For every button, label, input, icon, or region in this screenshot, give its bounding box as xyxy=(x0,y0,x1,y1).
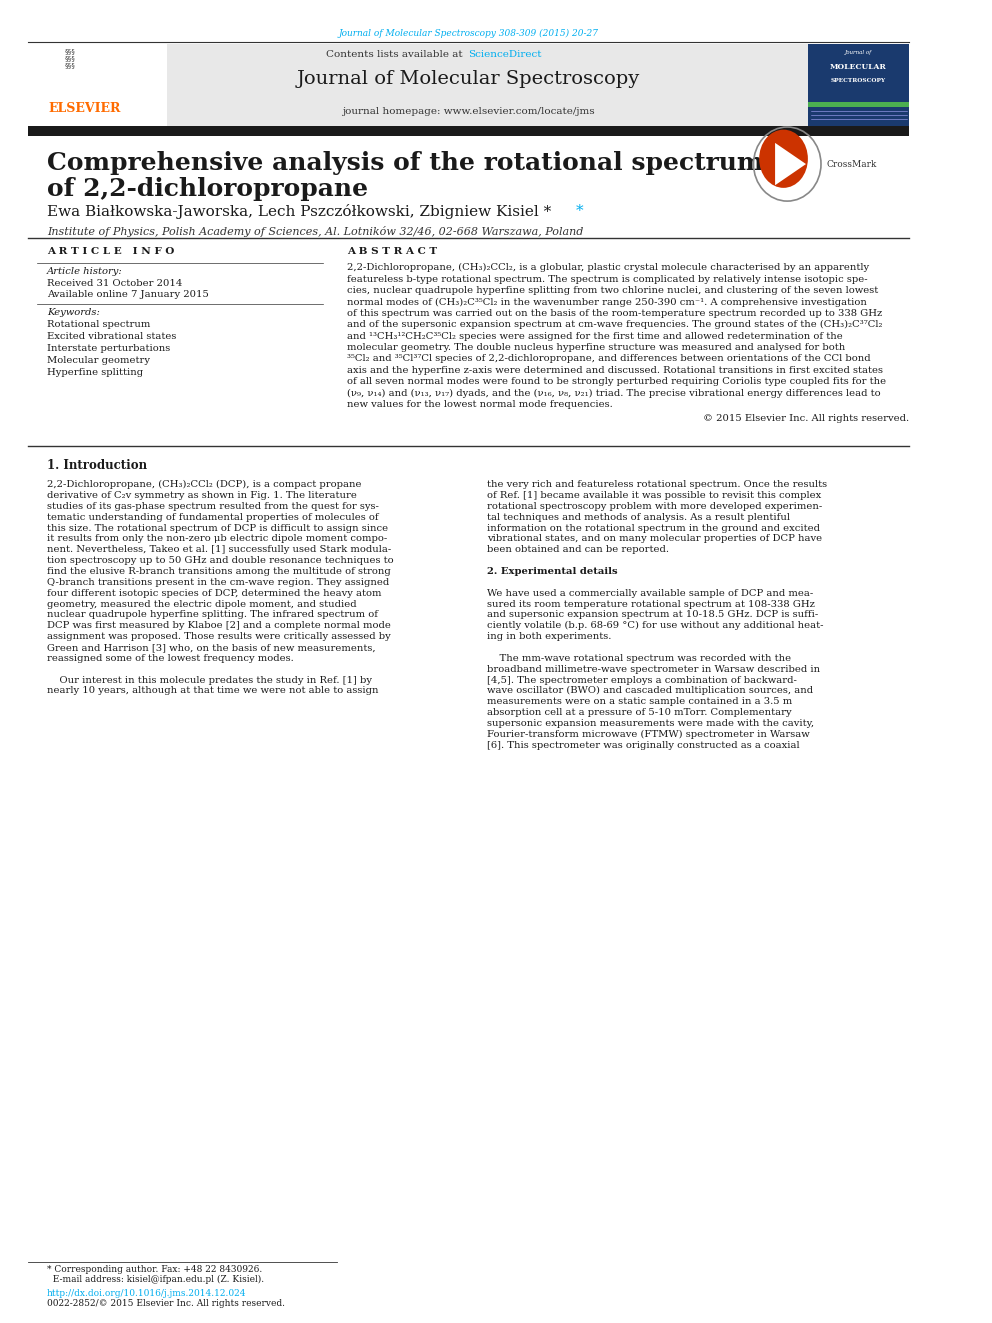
Text: Our interest in this molecule predates the study in Ref. [1] by: Our interest in this molecule predates t… xyxy=(47,676,372,684)
Text: vibrational states, and on many molecular properties of DCP have: vibrational states, and on many molecula… xyxy=(487,534,822,544)
Text: We have used a commercially available sample of DCP and mea-: We have used a commercially available sa… xyxy=(487,589,813,598)
Text: A R T I C L E   I N F O: A R T I C L E I N F O xyxy=(47,247,175,257)
Text: normal modes of (CH₃)₂C³⁵Cl₂ in the wavenumber range 250-390 cm⁻¹. A comprehensi: normal modes of (CH₃)₂C³⁵Cl₂ in the wave… xyxy=(347,298,867,307)
Text: four different isotopic species of DCP, determined the heavy atom: four different isotopic species of DCP, … xyxy=(47,589,381,598)
Ellipse shape xyxy=(759,130,807,188)
Text: 1. Introduction: 1. Introduction xyxy=(47,459,147,472)
Text: Excited vibrational states: Excited vibrational states xyxy=(47,332,177,341)
Text: Journal of Molecular Spectroscopy: Journal of Molecular Spectroscopy xyxy=(297,70,640,89)
Text: [6]. This spectrometer was originally constructed as a coaxial: [6]. This spectrometer was originally co… xyxy=(487,741,800,750)
Text: Article history:: Article history: xyxy=(47,267,123,277)
Text: [4,5]. The spectrometer employs a combination of backward-: [4,5]. The spectrometer employs a combin… xyxy=(487,676,798,684)
Text: Received 31 October 2014: Received 31 October 2014 xyxy=(47,279,183,288)
Text: of Ref. [1] became available it was possible to revisit this complex: of Ref. [1] became available it was poss… xyxy=(487,491,821,500)
Text: wave oscillator (BWO) and cascaded multiplication sources, and: wave oscillator (BWO) and cascaded multi… xyxy=(487,687,813,696)
Text: absorption cell at a pressure of 5-10 mTorr. Complementary: absorption cell at a pressure of 5-10 mT… xyxy=(487,708,792,717)
Text: Journal of: Journal of xyxy=(845,50,872,56)
Text: Rotational spectrum: Rotational spectrum xyxy=(47,320,150,329)
Text: derivative of C₂v symmetry as shown in Fig. 1. The literature: derivative of C₂v symmetry as shown in F… xyxy=(47,491,357,500)
Polygon shape xyxy=(775,143,806,185)
Text: and of the supersonic expansion spectrum at cm-wave frequencies. The ground stat: and of the supersonic expansion spectrum… xyxy=(347,320,882,329)
Text: Institute of Physics, Polish Academy of Sciences, Al. Lotników 32/46, 02-668 War: Institute of Physics, Polish Academy of … xyxy=(47,226,583,237)
Text: (ν₉, ν₁₄) and (ν₁₃, ν₁₇) dyads, and the (ν₁₆, ν₈, ν₂₁) triad. The precise vibrat: (ν₉, ν₁₄) and (ν₁₃, ν₁₇) dyads, and the … xyxy=(347,389,880,397)
Text: and ¹³CH₃¹²CH₂C³⁵Cl₂ species were assigned for the first time and allowed redete: and ¹³CH₃¹²CH₂C³⁵Cl₂ species were assign… xyxy=(347,332,842,340)
Text: MOLECULAR: MOLECULAR xyxy=(830,64,887,71)
Text: Ewa Białkowska-Jaworska, Lech Pszczółkowski, Zbigniew Kisiel *: Ewa Białkowska-Jaworska, Lech Pszczółkow… xyxy=(47,204,552,218)
Text: Molecular geometry: Molecular geometry xyxy=(47,356,150,365)
Text: supersonic expansion measurements were made with the cavity,: supersonic expansion measurements were m… xyxy=(487,718,814,728)
Text: sured its room temperature rotational spectrum at 108-338 GHz: sured its room temperature rotational sp… xyxy=(487,599,815,609)
Text: it results from only the non-zero μb electric dipole moment compo-: it results from only the non-zero μb ele… xyxy=(47,534,387,544)
Text: *: * xyxy=(575,204,583,218)
Text: http://dx.doi.org/10.1016/j.jms.2014.12.024: http://dx.doi.org/10.1016/j.jms.2014.12.… xyxy=(47,1289,246,1298)
Text: © 2015 Elsevier Inc. All rights reserved.: © 2015 Elsevier Inc. All rights reserved… xyxy=(703,414,909,423)
FancyBboxPatch shape xyxy=(807,102,909,107)
Text: A B S T R A C T: A B S T R A C T xyxy=(347,247,436,257)
Text: reassigned some of the lowest frequency modes.: reassigned some of the lowest frequency … xyxy=(47,654,294,663)
FancyBboxPatch shape xyxy=(28,44,909,126)
Text: featureless b-type rotational spectrum. The spectrum is complicated by relativel: featureless b-type rotational spectrum. … xyxy=(347,275,867,283)
Text: 0022-2852/© 2015 Elsevier Inc. All rights reserved.: 0022-2852/© 2015 Elsevier Inc. All right… xyxy=(47,1299,285,1308)
Text: Fourier-transform microwave (FTMW) spectrometer in Warsaw: Fourier-transform microwave (FTMW) spect… xyxy=(487,730,810,738)
Text: nearly 10 years, although at that time we were not able to assign: nearly 10 years, although at that time w… xyxy=(47,687,378,696)
Text: nent. Nevertheless, Takeo et al. [1] successfully used Stark modula-: nent. Nevertheless, Takeo et al. [1] suc… xyxy=(47,545,391,554)
Text: assignment was proposed. Those results were critically assessed by: assignment was proposed. Those results w… xyxy=(47,632,391,642)
Text: of 2,2-dichloropropane: of 2,2-dichloropropane xyxy=(47,177,368,201)
FancyBboxPatch shape xyxy=(28,126,909,136)
Text: geometry, measured the electric dipole moment, and studied: geometry, measured the electric dipole m… xyxy=(47,599,356,609)
Text: E-mail address: kisiel@ifpan.edu.pl (Z. Kisiel).: E-mail address: kisiel@ifpan.edu.pl (Z. … xyxy=(47,1275,264,1285)
Text: of this spectrum was carried out on the basis of the room-temperature spectrum r: of this spectrum was carried out on the … xyxy=(347,308,882,318)
Text: Interstate perturbations: Interstate perturbations xyxy=(47,344,170,353)
Text: * Corresponding author. Fax: +48 22 8430926.: * Corresponding author. Fax: +48 22 8430… xyxy=(47,1265,262,1274)
Text: studies of its gas-phase spectrum resulted from the quest for sys-: studies of its gas-phase spectrum result… xyxy=(47,501,379,511)
Text: tal techniques and methods of analysis. As a result plentiful: tal techniques and methods of analysis. … xyxy=(487,513,791,521)
Text: information on the rotational spectrum in the ground and excited: information on the rotational spectrum i… xyxy=(487,524,820,533)
Text: journal homepage: www.elsevier.com/locate/jms: journal homepage: www.elsevier.com/locat… xyxy=(342,107,595,115)
Text: Hyperfine splitting: Hyperfine splitting xyxy=(47,368,143,377)
FancyBboxPatch shape xyxy=(28,44,167,126)
Text: rotational spectroscopy problem with more developed experimen-: rotational spectroscopy problem with mor… xyxy=(487,501,822,511)
Text: this size. The rotational spectrum of DCP is difficult to assign since: this size. The rotational spectrum of DC… xyxy=(47,524,388,533)
Text: find the elusive R-branch transitions among the multitude of strong: find the elusive R-branch transitions am… xyxy=(47,568,391,576)
Text: tion spectroscopy up to 50 GHz and double resonance techniques to: tion spectroscopy up to 50 GHz and doubl… xyxy=(47,556,394,565)
Text: broadband millimetre-wave spectrometer in Warsaw described in: broadband millimetre-wave spectrometer i… xyxy=(487,664,820,673)
Text: ing in both experiments.: ing in both experiments. xyxy=(487,632,612,642)
Text: SPECTROSCOPY: SPECTROSCOPY xyxy=(831,78,886,83)
Text: Contents lists available at: Contents lists available at xyxy=(326,50,466,58)
Text: been obtained and can be reported.: been obtained and can be reported. xyxy=(487,545,670,554)
Text: 2. Experimental details: 2. Experimental details xyxy=(487,568,618,576)
Text: Green and Harrison [3] who, on the basis of new measurements,: Green and Harrison [3] who, on the basis… xyxy=(47,643,376,652)
Text: ScienceDirect: ScienceDirect xyxy=(468,50,542,58)
Text: Journal of Molecular Spectroscopy 308-309 (2015) 20-27: Journal of Molecular Spectroscopy 308-30… xyxy=(338,29,598,38)
Text: ³⁵Cl₂ and ³⁵Cl³⁷Cl species of 2,2-dichloropropane, and differences between orien: ³⁵Cl₂ and ³⁵Cl³⁷Cl species of 2,2-dichlo… xyxy=(347,355,870,364)
Text: Available online 7 January 2015: Available online 7 January 2015 xyxy=(47,290,208,299)
FancyBboxPatch shape xyxy=(807,44,909,126)
Text: §§§
§§§
§§§: §§§ §§§ §§§ xyxy=(64,48,75,69)
Text: Keywords:: Keywords: xyxy=(47,308,100,318)
Text: Comprehensive analysis of the rotational spectrum: Comprehensive analysis of the rotational… xyxy=(47,151,763,175)
Text: DCP was first measured by Klaboe [2] and a complete normal mode: DCP was first measured by Klaboe [2] and… xyxy=(47,622,391,630)
Text: nuclear quadrupole hyperfine splitting. The infrared spectrum of: nuclear quadrupole hyperfine splitting. … xyxy=(47,610,378,619)
Text: Q-branch transitions present in the cm-wave region. They assigned: Q-branch transitions present in the cm-w… xyxy=(47,578,389,587)
Text: ciently volatile (b.p. 68-69 °C) for use without any additional heat-: ciently volatile (b.p. 68-69 °C) for use… xyxy=(487,622,823,630)
Text: and supersonic expansion spectrum at 10-18.5 GHz. DCP is suffi-: and supersonic expansion spectrum at 10-… xyxy=(487,610,818,619)
Text: new values for the lowest normal mode frequencies.: new values for the lowest normal mode fr… xyxy=(347,400,612,409)
Text: axis and the hyperfine z-axis were determined and discussed. Rotational transiti: axis and the hyperfine z-axis were deter… xyxy=(347,365,883,374)
Text: 2,2-Dichloropropane, (CH₃)₂CCl₂, is a globular, plastic crystal molecule charact: 2,2-Dichloropropane, (CH₃)₂CCl₂, is a gl… xyxy=(347,263,869,273)
Text: measurements were on a static sample contained in a 3.5 m: measurements were on a static sample con… xyxy=(487,697,793,706)
Text: tematic understanding of fundamental properties of molecules of: tematic understanding of fundamental pro… xyxy=(47,513,379,521)
Text: cies, nuclear quadrupole hyperfine splitting from two chlorine nuclei, and clust: cies, nuclear quadrupole hyperfine split… xyxy=(347,286,878,295)
Text: 2,2-Dichloropropane, (CH₃)₂CCl₂ (DCP), is a compact propane: 2,2-Dichloropropane, (CH₃)₂CCl₂ (DCP), i… xyxy=(47,480,361,490)
Text: The mm-wave rotational spectrum was recorded with the: The mm-wave rotational spectrum was reco… xyxy=(487,654,792,663)
Text: CrossMark: CrossMark xyxy=(826,160,877,168)
Text: the very rich and featureless rotational spectrum. Once the results: the very rich and featureless rotational… xyxy=(487,480,827,490)
Text: molecular geometry. The double nucleus hyperfine structure was measured and anal: molecular geometry. The double nucleus h… xyxy=(347,343,845,352)
Text: of all seven normal modes were found to be strongly perturbed requiring Coriolis: of all seven normal modes were found to … xyxy=(347,377,886,386)
Text: ELSEVIER: ELSEVIER xyxy=(49,102,121,115)
